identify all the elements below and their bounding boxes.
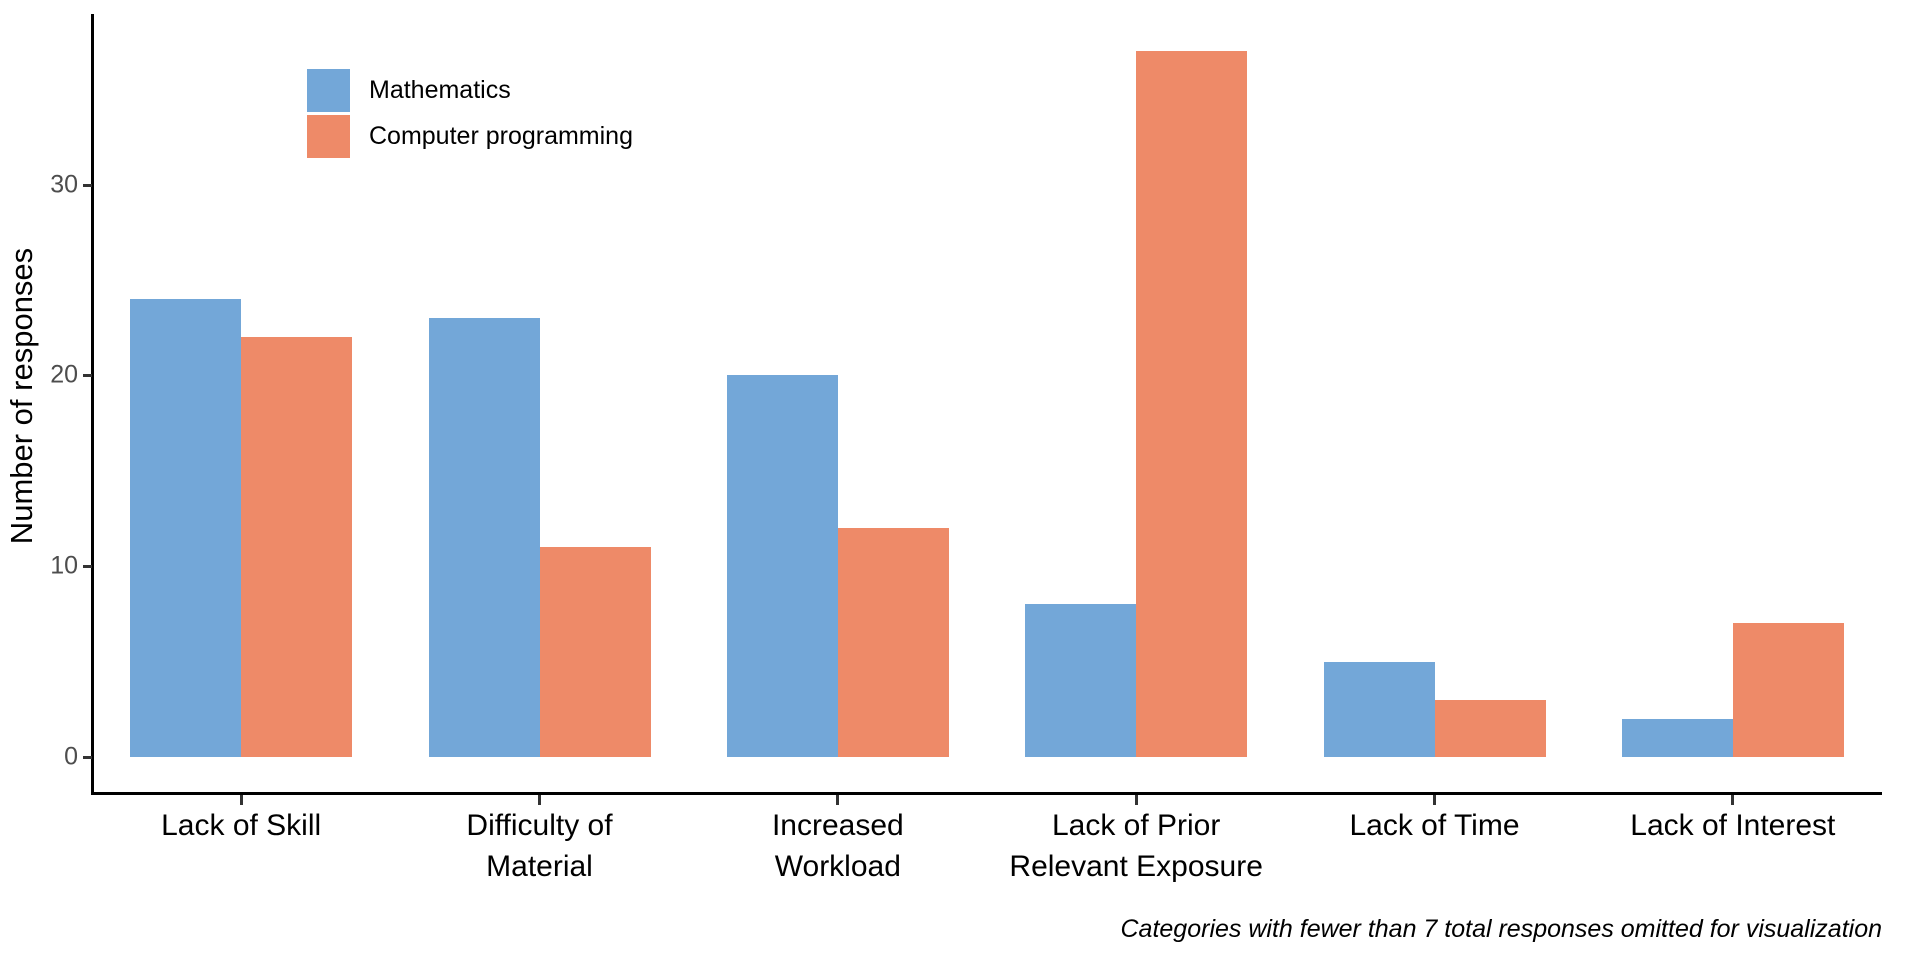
mathematics-bar-difficulty-of-material xyxy=(428,318,540,757)
y-tick-mark-20 xyxy=(83,374,92,378)
mathematics-legend-label: Mathematics xyxy=(369,76,511,104)
legend-entry-mathematics: Mathematics xyxy=(307,69,633,112)
programming-legend-label: Computer programming xyxy=(369,122,633,150)
legend-entry-programming: Computer programming xyxy=(307,115,633,158)
mathematics-bar-lack-of-prior-relevant-exposure xyxy=(1025,604,1137,757)
y-axis-title: Number of responses xyxy=(4,247,39,545)
computer-programming-bar-lack-of-skill xyxy=(241,337,353,757)
y-tick-label-0: 0 xyxy=(64,742,78,771)
computer-programming-bar-lack-of-interest xyxy=(1732,623,1844,757)
y-tick-mark-30 xyxy=(83,183,92,187)
computer-programming-bar-difficulty-of-material xyxy=(539,547,651,757)
x-tick-label-lack-of-prior-relevant-exposure: Lack of Prior Relevant Exposure xyxy=(1009,809,1263,883)
x-tick-mark-difficulty-of-material xyxy=(538,795,541,805)
x-tick-mark-lack-of-time xyxy=(1433,795,1436,805)
x-tick-mark-lack-of-prior-relevant-exposure xyxy=(1134,795,1138,805)
chart-caption: Categories with fewer than 7 total respo… xyxy=(1120,915,1883,943)
y-tick-mark-0 xyxy=(83,756,92,759)
x-tick-label-lack-of-interest: Lack of Interest xyxy=(1630,809,1836,842)
x-tick-label-lack-of-time: Lack of Time xyxy=(1349,809,1520,842)
x-axis-line xyxy=(91,792,1882,795)
x-tick-label-increased-workload: Increased Workload xyxy=(771,809,904,883)
x-tick-mark-increased-workload xyxy=(836,795,840,805)
programming-legend-swatch xyxy=(307,115,350,158)
y-tick-label-30: 30 xyxy=(50,170,78,199)
x-tick-label-difficulty-of-material: Difficulty of Material xyxy=(466,809,613,883)
mathematics-bar-increased-workload xyxy=(726,375,838,757)
mathematics-legend-swatch xyxy=(307,69,350,112)
mathematics-bar-lack-of-time xyxy=(1323,661,1435,757)
x-tick-label-lack-of-skill: Lack of Skill xyxy=(161,809,322,842)
y-axis-line xyxy=(91,14,94,795)
y-tick-label-20: 20 xyxy=(50,360,78,389)
legend: Mathematics Computer programming xyxy=(307,69,633,161)
computer-programming-bar-increased-workload xyxy=(837,528,949,757)
mathematics-bar-lack-of-skill xyxy=(130,299,242,757)
x-tick-mark-lack-of-interest xyxy=(1731,795,1735,805)
mathematics-bar-lack-of-interest xyxy=(1621,718,1733,757)
computer-programming-bar-lack-of-time xyxy=(1434,699,1546,757)
y-tick-label-10: 10 xyxy=(50,551,78,580)
y-tick-mark-10 xyxy=(83,565,92,569)
x-tick-mark-lack-of-skill xyxy=(239,795,243,805)
computer-programming-bar-lack-of-prior-relevant-exposure xyxy=(1136,51,1248,757)
